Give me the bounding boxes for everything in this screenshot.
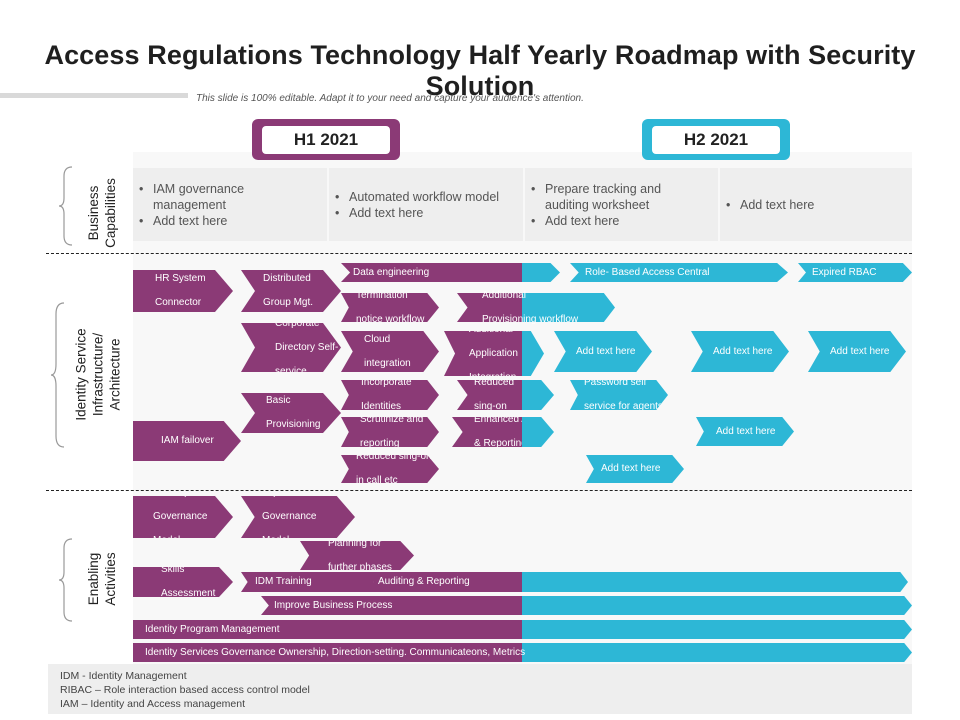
chevron-data-engineering-ext bbox=[522, 263, 560, 282]
chevron-governance-ownership-label: Identity Services Governance Ownership, … bbox=[145, 646, 526, 658]
h1-header-label: H1 2021 bbox=[262, 125, 390, 154]
legend-box: IDM - Identity Management RIBAC – Role i… bbox=[48, 664, 912, 714]
chevron-termination-workflow: Termination notice workflow bbox=[341, 293, 439, 322]
enabling-brace bbox=[58, 538, 73, 622]
chevron-enhanced-audit: Enhanced Audit & Reporting bbox=[452, 417, 523, 447]
chevron-add-text-3: Add text here bbox=[808, 331, 906, 372]
chevron-scrutinize-reporting: Scrutinize and reporting bbox=[341, 417, 439, 447]
chevron-governance-ownership-ext bbox=[522, 643, 912, 662]
legend-ribac: RIBAC – Role interaction based access co… bbox=[60, 684, 310, 696]
chevron-role-based-access: Role- Based Access Central bbox=[570, 263, 788, 282]
h1-header: H1 2021 bbox=[252, 119, 400, 160]
divider-bottom bbox=[46, 490, 912, 491]
chevron-improve-business-ext bbox=[522, 596, 912, 615]
business-brace bbox=[58, 166, 73, 246]
chevron-incorporate-identities: Incorporate Identities bbox=[341, 380, 439, 410]
chevron-reduced-singon: Reduced sing-on bbox=[457, 380, 523, 410]
chevron-hr-system-connector: HR System Connector bbox=[133, 270, 233, 312]
subtitle: This slide is 100% editable. Adapt it to… bbox=[196, 93, 584, 104]
chevron-additional-provisioning-label: Additional Provisioning workflow bbox=[482, 289, 579, 325]
chevron-corporate-directory: Corporate Directory Self-service bbox=[241, 323, 341, 372]
chevron-skills-assessment: Skills Assessment bbox=[133, 567, 233, 597]
chevron-additional-provisioning-ext bbox=[522, 293, 615, 322]
chevron-auditing-reporting: Auditing & Reporting bbox=[366, 572, 523, 592]
business-cell-4: Add text here bbox=[720, 168, 912, 241]
chevron-governance-ownership bbox=[133, 643, 523, 662]
chevron-data-engineering: Data engineering bbox=[341, 263, 523, 282]
identity-brace bbox=[50, 302, 65, 448]
chevron-add-text-4: Add text here bbox=[696, 417, 794, 446]
chevron-program-management: Identity Program Management bbox=[133, 620, 523, 639]
chevron-implement-idm: Implement IDMGovernanceModel bbox=[241, 496, 355, 538]
business-capabilities-label: Business Capabilities bbox=[86, 178, 118, 248]
chevron-reduced-singon-call: Reduced sing-on in call etc bbox=[341, 455, 439, 483]
divider-top bbox=[46, 253, 912, 254]
chevron-cloud-integration: Cloud integration bbox=[341, 331, 439, 372]
legend-iam: IAM – Identity and Access management bbox=[60, 698, 246, 710]
chevron-auditing-reporting-ext bbox=[522, 572, 908, 592]
chevron-planning-phases: Planning for further phases bbox=[300, 541, 414, 570]
h2-header: H2 2021 bbox=[642, 119, 790, 160]
chevron-basic-provisioning: Basic Provisioning bbox=[241, 393, 341, 433]
business-cell-1: IAM governancemanagementAdd text here bbox=[133, 168, 327, 241]
chevron-improve-business: Improve Business Process bbox=[261, 596, 523, 615]
chevron-program-management-ext bbox=[522, 620, 912, 639]
chevron-add-text-2: Add text here bbox=[691, 331, 789, 372]
page-title: Access Regulations Technology Half Yearl… bbox=[44, 40, 916, 101]
enabling-activities-label: Enabling Activities bbox=[86, 552, 118, 606]
chevron-distributed-group: Distributed Group Mgt. bbox=[241, 270, 341, 312]
chevron-develop-idm: Develop IDMGovernanceModel bbox=[133, 496, 233, 538]
chevron-additional-application: AdditionalApplicationIntegration bbox=[444, 331, 523, 376]
chevron-iam-failover: IAM failover bbox=[133, 421, 241, 461]
h2-header-label: H2 2021 bbox=[652, 125, 780, 154]
chevron-additional-provisioning bbox=[457, 293, 523, 322]
title-underline-bar bbox=[0, 93, 188, 98]
chevron-idm-training: IDM Training bbox=[241, 572, 374, 592]
chevron-add-text-5: Add text here bbox=[586, 455, 684, 483]
chevron-password-self-service: Password self service for agents bbox=[570, 380, 668, 410]
identity-service-label: Identity Service Infrastructure/Architect… bbox=[73, 328, 123, 421]
chevron-add-text-1: Add text here bbox=[554, 331, 652, 372]
business-cell-2: Automated workflow modelAdd text here bbox=[329, 168, 523, 241]
chevron-expired-rbac: Expired RBAC bbox=[798, 263, 912, 282]
legend-idm: IDM - Identity Management bbox=[60, 670, 187, 682]
